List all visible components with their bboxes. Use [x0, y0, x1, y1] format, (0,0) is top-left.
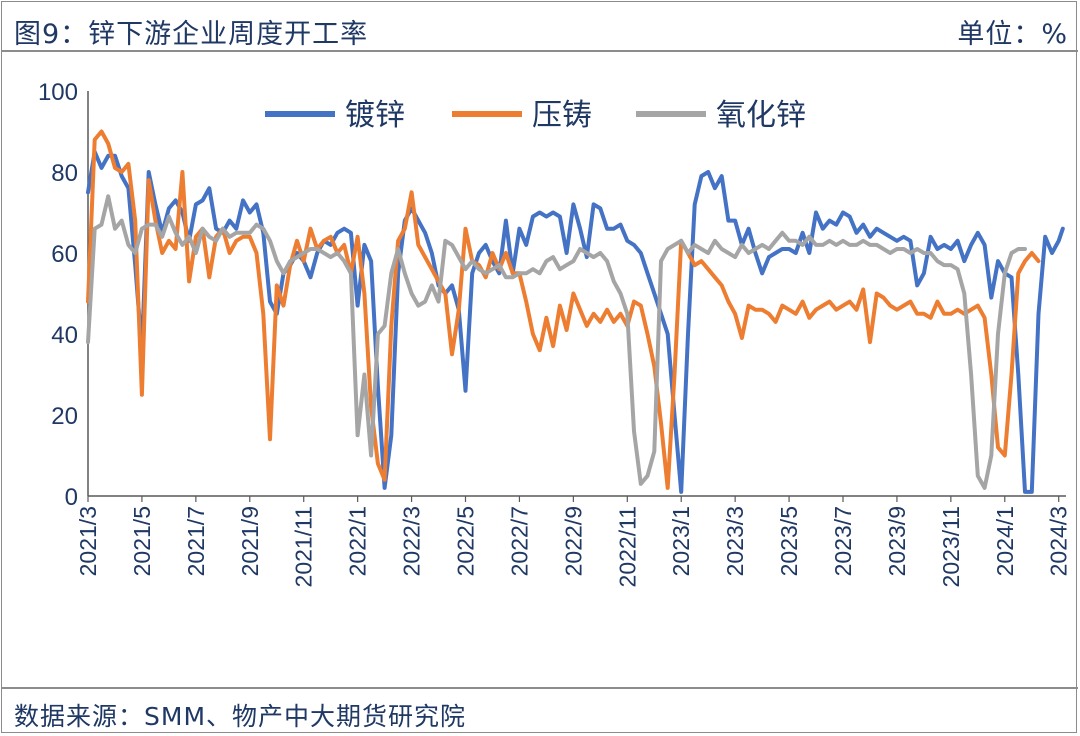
y-tick-label: 80 — [51, 160, 78, 187]
x-tick-label: 2021/3 — [75, 506, 101, 576]
x-tick-label: 2023/11 — [938, 506, 964, 587]
series-line-3 — [86, 194, 1027, 490]
x-tick-label: 2021/9 — [237, 506, 263, 576]
x-tick-label: 2023/9 — [884, 506, 910, 576]
x-tick-label: 2021/11 — [291, 506, 317, 587]
legend-label: 氧化锌 — [716, 98, 806, 133]
y-tick-label: 60 — [51, 241, 78, 268]
figure-footer: 数据来源：SMM、物产中大期货研究院 — [2, 687, 1078, 734]
x-tick-label: 2024/3 — [1046, 506, 1072, 576]
x-tick-label: 2022/3 — [399, 506, 425, 576]
x-tick-label: 2021/5 — [129, 506, 155, 576]
series-line-2 — [86, 129, 1041, 490]
x-tick-label: 2023/3 — [722, 506, 748, 576]
x-tick-label: 2022/5 — [453, 506, 479, 576]
x-tick-label: 2023/5 — [776, 506, 802, 576]
y-tick-label: 0 — [65, 484, 78, 511]
legend-label: 镀锌 — [345, 98, 405, 133]
figure-title: 图9：锌下游企业周度开工率 — [14, 19, 369, 50]
legend-label: 压铸 — [532, 98, 592, 133]
x-tick-label: 2024/1 — [992, 506, 1018, 576]
series-line-1 — [86, 149, 1065, 494]
x-tick-label: 2022/7 — [506, 506, 532, 576]
y-tick-label: 20 — [51, 403, 78, 430]
x-tick-label: 2022/11 — [614, 506, 640, 587]
y-tick-label: 100 — [38, 79, 78, 106]
x-tick-label: 2022/1 — [345, 506, 371, 576]
x-tick-label: 2022/9 — [560, 506, 586, 576]
x-tick-label: 2021/7 — [183, 506, 209, 576]
source-note: 数据来源：SMM、物产中大期货研究院 — [14, 702, 467, 731]
x-tick-label: 2023/7 — [830, 506, 856, 576]
figure-header: 图9：锌下游企业周度开工率 单位：% — [2, 2, 1078, 52]
x-tick-label: 2023/1 — [668, 506, 694, 576]
y-tick-label: 40 — [51, 322, 78, 349]
unit-label: 单位：% — [957, 19, 1068, 50]
